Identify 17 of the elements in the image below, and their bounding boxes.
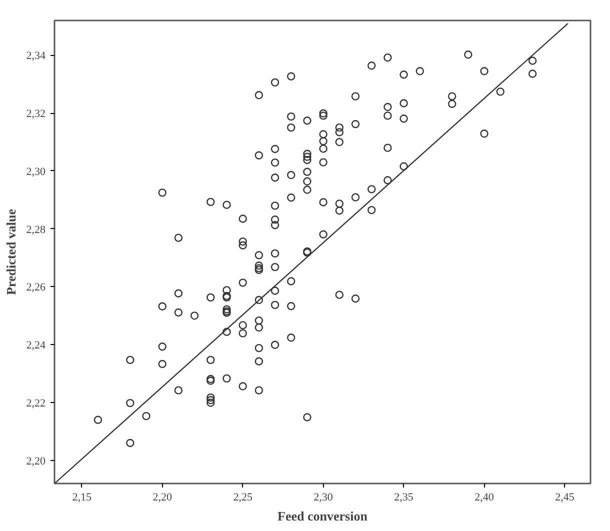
y-tick-label: 2,32: [26, 108, 46, 120]
y-tick-label: 2,22: [26, 397, 46, 410]
y-tick-label: 2,28: [26, 224, 46, 236]
x-axis-title: Feed conversion: [278, 508, 368, 524]
x-tick-label: 2,35: [394, 492, 414, 504]
y-tick-label: 2,20: [26, 455, 46, 468]
y-tick-label: 2,34: [26, 50, 46, 62]
y-axis-title: Predicted value: [3, 208, 18, 296]
x-tick-label: 2,45: [555, 492, 575, 504]
x-tick-label: 2,25: [233, 492, 253, 504]
x-tick-label: 2,15: [72, 492, 92, 504]
x-tick-label: 2,40: [474, 492, 494, 504]
x-tick-label: 2,30: [314, 492, 334, 504]
y-tick-label: 2,30: [26, 166, 46, 178]
x-tick-label: 2,20: [152, 492, 172, 504]
y-tick-label: 2,24: [26, 340, 46, 352]
y-tick-label: 2,26: [26, 282, 46, 294]
